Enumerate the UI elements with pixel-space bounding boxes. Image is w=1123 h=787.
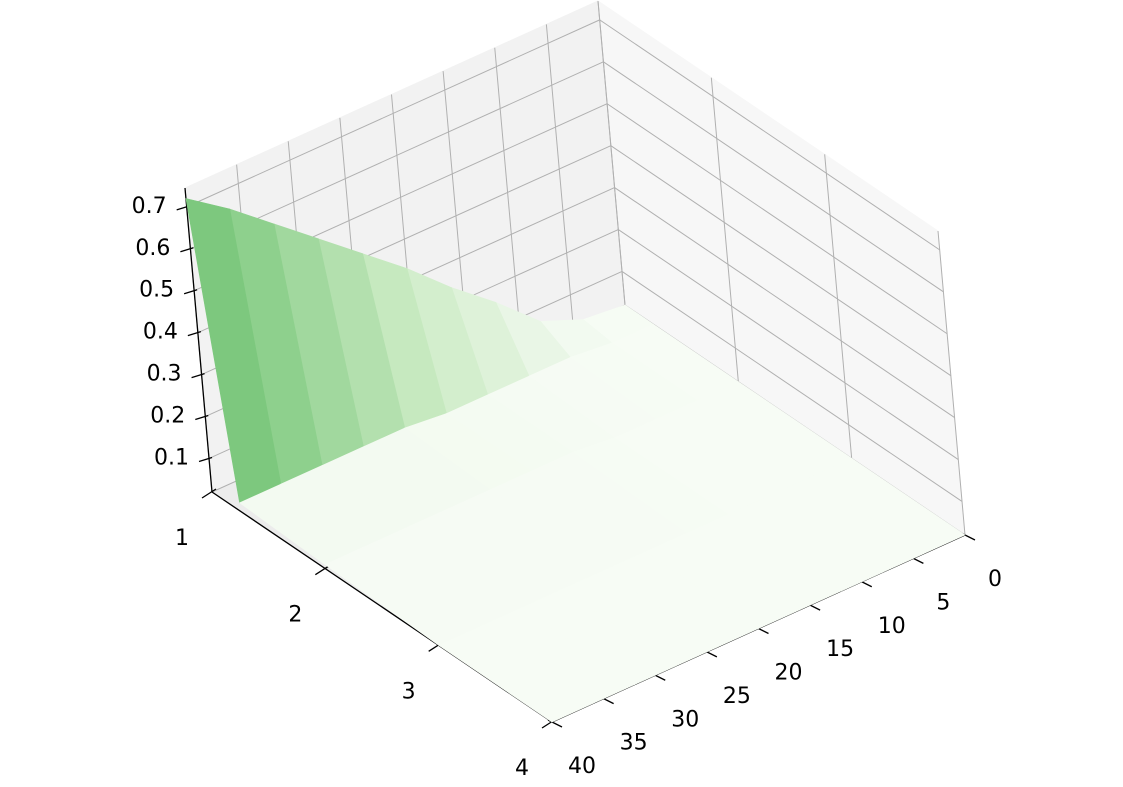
grid-line (824, 154, 853, 459)
grid-line (603, 61, 944, 293)
z-tick-label: 0.6 (135, 236, 170, 261)
y-tick-label: 4 (515, 756, 529, 781)
x-tick-label: 20 (775, 661, 803, 686)
y-tick-label: 2 (288, 603, 302, 628)
grid-line (614, 187, 955, 419)
y-tick-label: 1 (175, 526, 189, 551)
grid-line (618, 229, 959, 460)
z-tick-label: 0.4 (143, 320, 178, 345)
z-tick-label: 0.2 (150, 404, 185, 429)
z-tick (195, 414, 209, 421)
z-tick-label: 0.1 (154, 445, 189, 470)
grid-line (597, 0, 626, 306)
x-tick-label: 35 (620, 731, 648, 756)
z-tick-label: 0.5 (139, 278, 174, 303)
y-tick-label: 3 (402, 679, 416, 704)
x-tick-label: 10 (878, 614, 906, 639)
x-tick-label: 40 (568, 754, 596, 779)
z-tick (191, 372, 205, 379)
axis-line (184, 187, 213, 493)
y-tick (314, 565, 330, 576)
grid-line (545, 24, 574, 329)
grid-line (621, 271, 963, 502)
z-tick-label: 0.3 (147, 362, 182, 387)
grid-line (606, 103, 948, 335)
z-tick-label: 0.7 (132, 194, 167, 219)
x-tick-label: 15 (826, 637, 854, 662)
z-tick (198, 456, 213, 463)
x-tick-label: 5 (936, 590, 950, 615)
y-tick (201, 488, 217, 499)
grid-line (599, 19, 940, 251)
z-tick (183, 289, 198, 295)
z-tick (180, 247, 194, 253)
grid-line (937, 230, 966, 536)
grid-line (186, 19, 600, 208)
surface-patch (438, 626, 594, 723)
x-tick-label: 0 (988, 567, 1002, 592)
grid-line (710, 77, 739, 382)
z-tick (187, 331, 202, 337)
grid-line (610, 145, 952, 377)
grid-line (190, 61, 604, 250)
x-tick-label: 25 (723, 684, 751, 709)
x-tick-label: 30 (671, 707, 699, 732)
grid-line (494, 47, 523, 352)
